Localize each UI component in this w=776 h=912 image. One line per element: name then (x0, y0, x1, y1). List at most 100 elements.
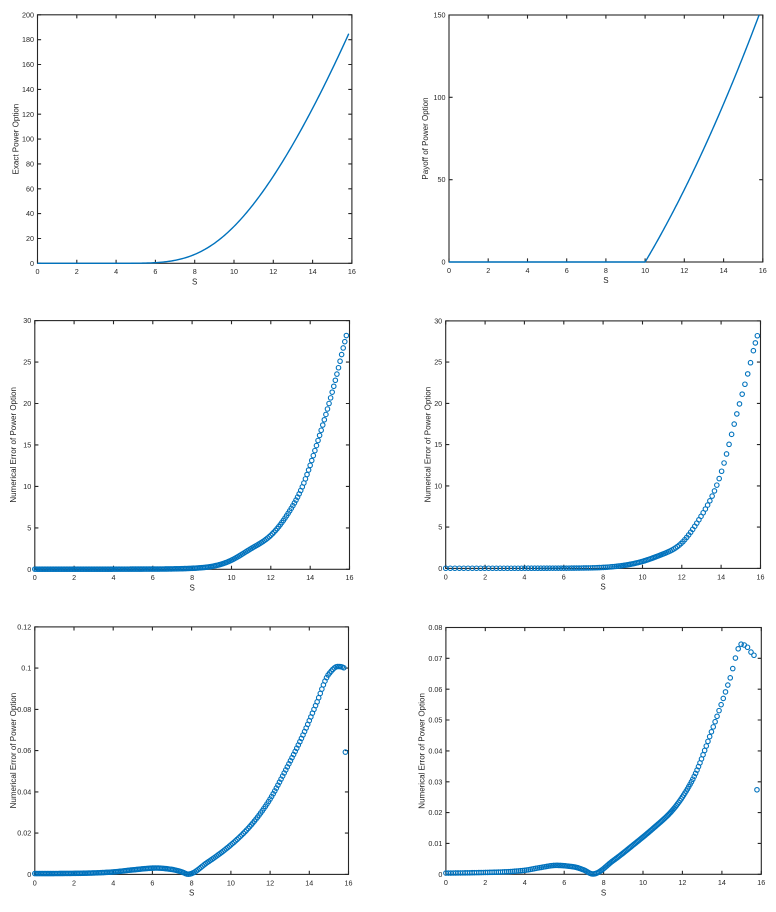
svg-text:40: 40 (26, 209, 34, 218)
svg-text:2: 2 (483, 878, 487, 887)
svg-text:0: 0 (27, 565, 31, 574)
svg-text:100: 100 (434, 93, 446, 102)
svg-text:14: 14 (305, 878, 313, 887)
svg-text:16: 16 (345, 878, 353, 887)
svg-text:4: 4 (112, 573, 116, 582)
svg-text:14: 14 (309, 267, 317, 276)
svg-text:10: 10 (23, 482, 31, 491)
svg-text:Payoff of Power Option: Payoff of Power Option (421, 97, 430, 179)
svg-text:12: 12 (267, 573, 275, 582)
svg-text:12: 12 (269, 267, 277, 276)
svg-text:16: 16 (346, 573, 354, 582)
svg-text:0.12: 0.12 (17, 622, 31, 631)
svg-text:S: S (601, 888, 606, 897)
svg-text:16: 16 (348, 267, 356, 276)
svg-text:6: 6 (153, 267, 157, 276)
svg-text:0: 0 (30, 259, 34, 268)
svg-text:16: 16 (757, 572, 765, 581)
svg-text:0.02: 0.02 (428, 808, 442, 817)
svg-text:120: 120 (22, 110, 34, 119)
svg-text:2: 2 (75, 267, 79, 276)
svg-text:4: 4 (111, 878, 115, 887)
svg-text:0: 0 (444, 878, 448, 887)
svg-text:14: 14 (718, 878, 726, 887)
svg-text:S: S (192, 277, 197, 286)
svg-text:0.1: 0.1 (21, 664, 31, 673)
svg-text:6: 6 (150, 878, 154, 887)
svg-text:20: 20 (23, 399, 31, 408)
svg-text:0.08: 0.08 (428, 623, 442, 632)
svg-text:0: 0 (36, 267, 40, 276)
svg-text:5: 5 (438, 523, 442, 532)
svg-text:12: 12 (680, 266, 688, 275)
svg-text:6: 6 (562, 878, 566, 887)
svg-text:10: 10 (639, 878, 647, 887)
svg-text:160: 160 (22, 60, 34, 69)
svg-text:0: 0 (447, 266, 451, 275)
svg-text:S: S (600, 582, 605, 591)
svg-text:Numerical Error of Power Optio: Numerical Error of Power Option (424, 387, 433, 503)
svg-text:30: 30 (434, 316, 442, 325)
svg-text:0: 0 (27, 870, 31, 879)
svg-text:20: 20 (26, 234, 34, 243)
svg-text:Exact Power Option: Exact Power Option (11, 104, 20, 175)
svg-text:S: S (189, 888, 194, 897)
svg-text:140: 140 (22, 85, 34, 94)
svg-text:10: 10 (230, 267, 238, 276)
svg-text:60: 60 (26, 184, 34, 193)
svg-text:12: 12 (678, 878, 686, 887)
svg-text:50: 50 (438, 175, 446, 184)
svg-text:10: 10 (641, 266, 649, 275)
svg-text:8: 8 (601, 572, 605, 581)
svg-text:8: 8 (193, 267, 197, 276)
svg-text:14: 14 (720, 266, 728, 275)
svg-text:0: 0 (33, 573, 37, 582)
svg-text:15: 15 (434, 440, 442, 449)
svg-text:6: 6 (151, 573, 155, 582)
svg-text:2: 2 (72, 573, 76, 582)
svg-text:S: S (603, 276, 608, 285)
svg-text:12: 12 (266, 878, 274, 887)
svg-text:0: 0 (442, 258, 446, 267)
svg-text:8: 8 (604, 266, 608, 275)
svg-text:30: 30 (23, 316, 31, 325)
svg-text:0.04: 0.04 (17, 787, 31, 796)
svg-text:5: 5 (27, 523, 31, 532)
svg-text:8: 8 (190, 878, 194, 887)
svg-text:16: 16 (759, 266, 767, 275)
svg-text:14: 14 (306, 573, 314, 582)
svg-text:16: 16 (757, 878, 765, 887)
svg-text:25: 25 (434, 358, 442, 367)
svg-text:4: 4 (114, 267, 118, 276)
svg-text:8: 8 (602, 878, 606, 887)
svg-text:6: 6 (562, 572, 566, 581)
svg-text:6: 6 (565, 266, 569, 275)
svg-text:10: 10 (434, 481, 442, 490)
svg-text:150: 150 (434, 11, 446, 20)
svg-text:10: 10 (227, 878, 235, 887)
svg-text:4: 4 (523, 878, 527, 887)
svg-text:0.02: 0.02 (17, 829, 31, 838)
svg-text:15: 15 (23, 441, 31, 450)
svg-text:2: 2 (486, 266, 490, 275)
svg-text:0: 0 (33, 878, 37, 887)
svg-text:0.03: 0.03 (428, 777, 442, 786)
svg-text:10: 10 (228, 573, 236, 582)
svg-text:0: 0 (438, 870, 442, 879)
svg-text:2: 2 (483, 572, 487, 581)
svg-text:0.04: 0.04 (428, 746, 442, 755)
svg-text:0.06: 0.06 (428, 685, 442, 694)
svg-text:0.07: 0.07 (428, 654, 442, 663)
svg-text:0.05: 0.05 (428, 716, 442, 725)
svg-text:10: 10 (639, 572, 647, 581)
svg-text:2: 2 (72, 878, 76, 887)
svg-text:20: 20 (434, 399, 442, 408)
svg-text:80: 80 (26, 160, 34, 169)
svg-text:8: 8 (190, 573, 194, 582)
svg-text:180: 180 (22, 35, 34, 44)
svg-text:Numerical Error of Power Optio: Numerical Error of Power Option (9, 693, 18, 809)
svg-text:0.01: 0.01 (428, 839, 442, 848)
svg-text:4: 4 (526, 266, 530, 275)
svg-text:Numerical Error of Power Optio: Numerical Error of Power Option (9, 387, 18, 503)
svg-text:0.08: 0.08 (17, 705, 31, 714)
